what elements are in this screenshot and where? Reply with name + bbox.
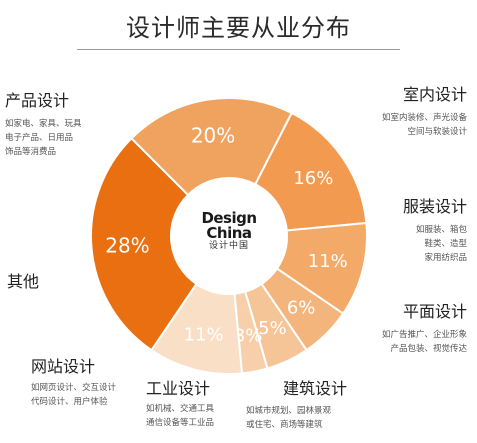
category-name: 室内设计 xyxy=(402,85,467,104)
title-underline xyxy=(77,49,400,50)
chart-title: 设计师主要从业分布 xyxy=(126,14,351,42)
category-product: 产品设计 如家电、家具、玩具 电子产品、日用品 饰品等消费品 xyxy=(5,91,82,159)
slice-fashion xyxy=(253,111,368,232)
logo-line-3: 设计中国 xyxy=(208,241,249,251)
slice-label-other: 11% xyxy=(184,324,224,345)
category-fashion: 服装设计 如服装、箱包 鞋类、造型 家用纺织品 xyxy=(403,197,467,265)
logo-line-2: China xyxy=(206,224,252,242)
category-name: 产品设计 xyxy=(5,91,70,110)
category-description: 如广告推广、企业形象 产品包装、视觉传达 xyxy=(381,330,467,354)
slice-label-graphic: 11% xyxy=(308,251,348,272)
design-china-logo: Design China 设计中国 xyxy=(199,211,259,252)
slice-label-interior: 20% xyxy=(191,123,235,147)
category-name: 工业设计 xyxy=(146,379,211,398)
category-description: 如服装、箱包 鞋类、造型 家用纺织品 xyxy=(415,225,467,263)
category-description: 如机械、交通工具 通信设备等工业品 xyxy=(146,404,215,428)
category-name: 平面设计 xyxy=(402,302,467,321)
slice-label-architecture: 6% xyxy=(287,298,316,319)
slice-label-fashion: 16% xyxy=(293,168,333,189)
category-graphic: 平面设计 如广告推广、企业形象 产品包装、视觉传达 xyxy=(382,302,467,356)
category-name: 其他 xyxy=(7,272,40,291)
category-name: 服装设计 xyxy=(402,197,467,216)
category-name: 网站设计 xyxy=(31,357,96,376)
category-web: 网站设计 如网页设计、交互设计 代码设计、用户体验 xyxy=(31,357,116,409)
category-industrial: 工业设计 如机械、交通工具 通信设备等工业品 xyxy=(146,379,214,430)
slice-interior xyxy=(130,97,293,197)
category-other: 其他 xyxy=(7,272,39,292)
category-description: 如网页设计、交互设计 代码设计、用户体验 xyxy=(31,383,117,407)
category-interior: 室内设计 如室内装修、声光设备 空间与软装设计 xyxy=(382,85,467,139)
category-description: 如室内装修、声光设备 空间与软装设计 xyxy=(381,113,467,137)
category-description: 如城市规划、园林景观 或住宅、商场等建筑 xyxy=(246,406,332,430)
category-name: 建筑设计 xyxy=(282,379,347,398)
slice-label-product: 28% xyxy=(105,234,149,258)
slice-product xyxy=(90,137,198,352)
donut-hole xyxy=(172,179,286,293)
category-description: 如家电、家具、玩具 电子产品、日用品 饰品等消费品 xyxy=(5,119,82,157)
category-architecture-desc: 如城市规划、园林景观 或住宅、商场等建筑 xyxy=(246,404,331,432)
logo-line-1: Design xyxy=(201,209,257,227)
category-architecture: 建筑设计 xyxy=(283,379,347,399)
slice-label-industrial: 5% xyxy=(258,318,287,339)
slice-label-web: 3% xyxy=(234,326,263,347)
